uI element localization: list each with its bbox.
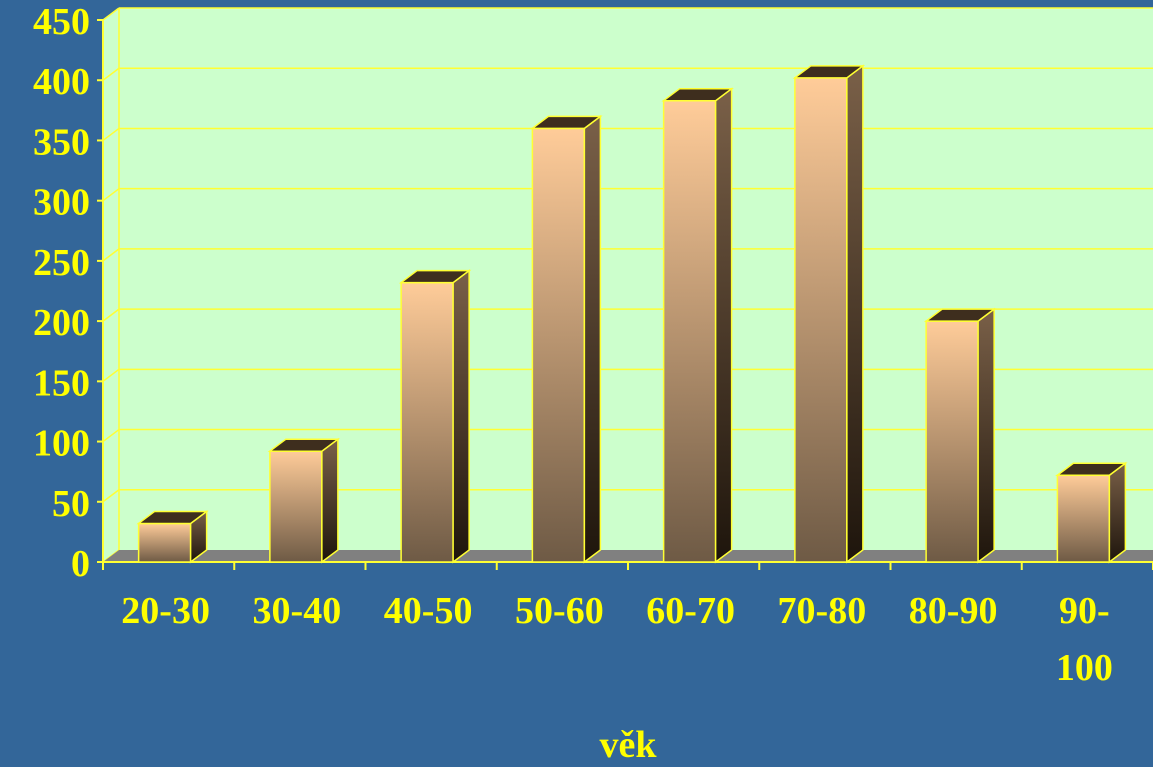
y-tick-label: 100 xyxy=(33,423,90,465)
bar-front xyxy=(269,450,323,563)
x-tick-labels: 20-30 30-40 40-50 50-60 60-70 70-80 80-90 90-10… xyxy=(121,590,1113,689)
bar-side xyxy=(321,437,339,564)
bar-90-100 xyxy=(1055,461,1128,564)
bar-top xyxy=(530,115,603,130)
y-tick-label: 50 xyxy=(52,483,90,525)
bar-front xyxy=(925,320,979,563)
y-tick-label: 350 xyxy=(33,121,90,163)
plot-area xyxy=(103,8,1153,562)
x-tick-label: 20-30 xyxy=(121,590,210,632)
bar-front xyxy=(400,281,454,563)
bar-side xyxy=(846,64,864,564)
y-tick-label: 300 xyxy=(33,182,90,224)
gridline-depth xyxy=(102,7,120,21)
bar-front xyxy=(531,127,586,563)
gridlines xyxy=(102,7,1153,563)
bar-80-90 xyxy=(923,307,997,564)
bar-top xyxy=(398,269,472,284)
bar-20-30 xyxy=(136,509,209,564)
gridline-depth xyxy=(102,188,120,202)
y-tick-label: 150 xyxy=(33,362,90,404)
x-tick-label: 70-80 xyxy=(778,590,867,632)
y-tick-label: 0 xyxy=(71,543,90,585)
bar-top xyxy=(1055,462,1128,477)
bar-40-50 xyxy=(398,269,472,564)
gridline-depth xyxy=(102,428,120,443)
y-tick-label: 250 xyxy=(33,242,90,284)
x-tick-label: 30-40 xyxy=(253,590,342,632)
bar-30-40 xyxy=(267,437,341,564)
bar-front xyxy=(1056,474,1111,563)
x-tick-label: 50-60 xyxy=(515,590,604,632)
y-tick-label: 200 xyxy=(33,302,90,344)
bar-50-60 xyxy=(530,114,603,564)
bar-top xyxy=(136,510,209,525)
bar-side xyxy=(977,307,995,564)
bar-top xyxy=(661,87,734,102)
x-tick-label: 90-100 xyxy=(1056,590,1113,689)
gridline-depth xyxy=(102,308,120,322)
y-tick-label: 450 xyxy=(33,1,90,43)
gridline-depth xyxy=(102,67,120,81)
gridline-depth xyxy=(102,489,120,503)
bar-side xyxy=(1108,461,1127,564)
bar-side xyxy=(714,87,733,564)
bar-60-70 xyxy=(661,87,734,564)
bar-top xyxy=(923,308,997,322)
x-axis-label: věk xyxy=(600,724,658,762)
bar-front xyxy=(794,77,848,563)
bar-side xyxy=(583,114,602,564)
bar-top xyxy=(792,65,866,79)
bar-front xyxy=(137,522,192,563)
bar-top xyxy=(267,438,341,452)
y-tick-label: 400 xyxy=(33,61,90,103)
bars xyxy=(136,64,1128,564)
x-tick-label: 60-70 xyxy=(646,590,735,632)
gridline-depth xyxy=(102,368,120,382)
x-tick-label: 80-90 xyxy=(909,590,998,632)
bar-70-80 xyxy=(792,64,866,564)
bar-front xyxy=(662,99,717,563)
x-tick-label: 40-50 xyxy=(384,590,473,632)
gridline-depth xyxy=(102,127,120,142)
chart-floor xyxy=(103,550,1153,562)
bar-side xyxy=(452,269,470,564)
gridline-depth xyxy=(102,248,120,262)
y-tick-labels: 0 50 100 150 200 250 300 350 400 450 xyxy=(33,1,90,585)
